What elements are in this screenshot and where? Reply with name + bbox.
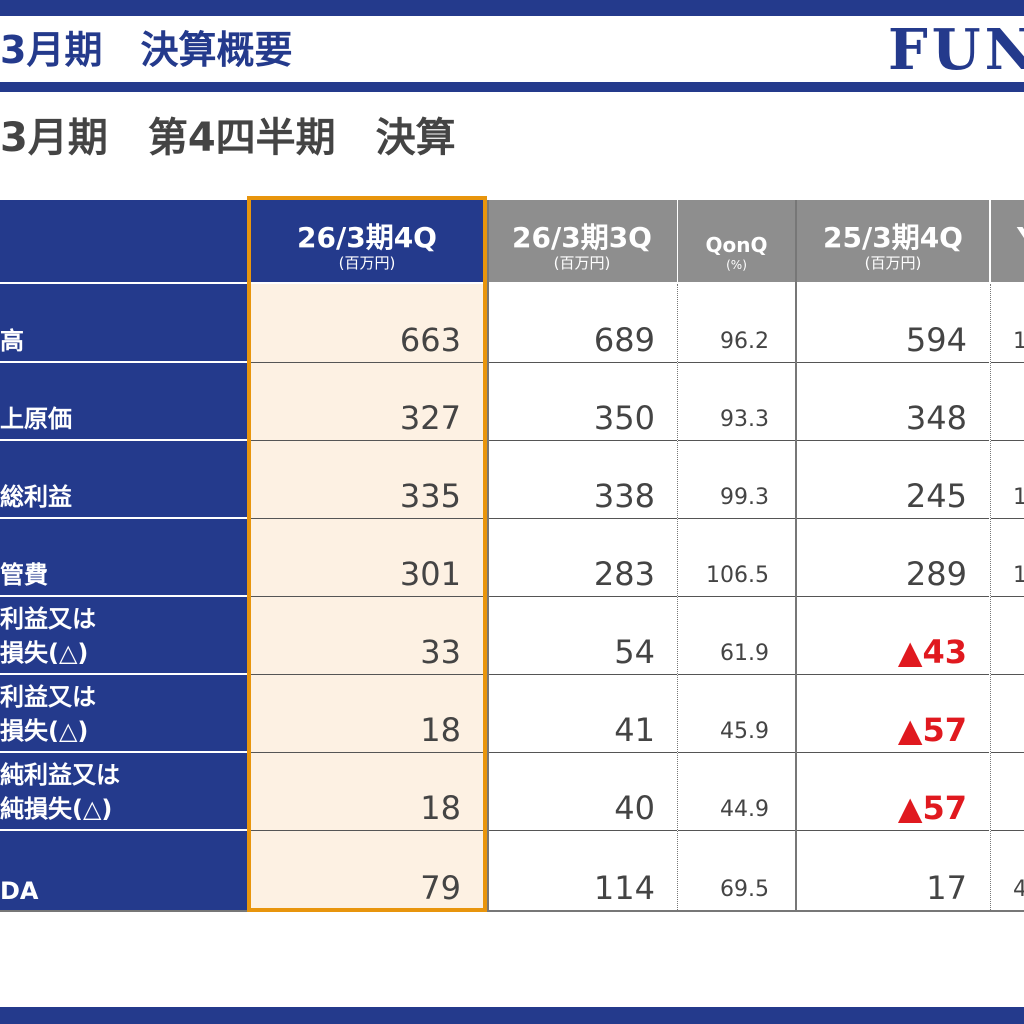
table-cell: 114 xyxy=(593,869,655,907)
column-divider xyxy=(487,200,489,912)
table-cell: 301 xyxy=(251,519,483,597)
table-cell: 350 xyxy=(487,363,677,441)
table-cell: 1 xyxy=(991,441,1024,519)
header-col-qonq: QonQ (%) xyxy=(678,200,795,282)
header-col-26-3-4q: 26/3期4Q (百万円) xyxy=(251,200,483,282)
table-cell: 45.9 xyxy=(678,675,795,753)
row-label: 利益又は 損失(△) xyxy=(0,675,247,753)
header-col-unit: (%) xyxy=(726,258,747,272)
table-cell: 327 xyxy=(251,363,483,441)
company-logo: FUN xyxy=(888,17,1024,83)
header-col-unit: (百万円) xyxy=(553,254,611,272)
table-cell: 69.5 xyxy=(720,877,769,902)
table-cell: 1 xyxy=(991,284,1024,363)
table-cell: 44.9 xyxy=(678,753,795,831)
title-underline-bar xyxy=(0,82,1024,92)
table-cell: 283 xyxy=(487,519,677,597)
table-cell: 338 xyxy=(487,441,677,519)
table-cell: 663 xyxy=(251,284,483,363)
row-label: 利益又は 損失(△) xyxy=(0,597,247,675)
row-label: 管費 xyxy=(0,519,247,597)
current-quarter-frame xyxy=(247,196,487,912)
current-quarter-highlight xyxy=(247,284,487,911)
header-col-label: Y xyxy=(991,222,1024,254)
table-cell: 289 xyxy=(797,519,989,597)
table-cell: 33 xyxy=(251,597,483,675)
column-divider xyxy=(677,284,678,912)
row-label: 総利益 xyxy=(0,441,247,519)
column-divider xyxy=(795,200,797,912)
table-bottom-border xyxy=(0,910,1024,912)
table-cell: ▲43 xyxy=(797,597,989,675)
table-cell: 4 xyxy=(1013,877,1024,902)
table-cell: ▲57 xyxy=(797,753,989,831)
header-col-label: 26/3期4Q xyxy=(297,221,437,254)
row-label-column xyxy=(0,284,247,911)
table-cell: 79 xyxy=(420,869,461,907)
row-label: 上原価 xyxy=(0,363,247,441)
top-brand-bar xyxy=(0,0,1024,16)
table-cell: 106.5 xyxy=(678,519,795,597)
row-label: 純利益又は 純損失(△) xyxy=(0,753,247,831)
table-cell: 1 xyxy=(991,519,1024,597)
bottom-brand-bar xyxy=(0,1007,1024,1024)
table-cell: 689 xyxy=(487,284,677,363)
header-blank-cell xyxy=(0,200,247,282)
table-cell: ▲57 xyxy=(797,675,989,753)
table-cell: 93.3 xyxy=(678,363,795,441)
table-cell: 41 xyxy=(487,675,677,753)
header-col-label: 26/3期3Q xyxy=(512,221,652,254)
table-cell xyxy=(991,675,1024,753)
header-col-yoy: Y xyxy=(991,200,1024,282)
header-col-label: QonQ xyxy=(705,233,768,257)
header-col-25-3-4q: 25/3期4Q (百万円) xyxy=(797,200,989,282)
header-col-26-3-3q: 26/3期3Q (百万円) xyxy=(487,200,677,282)
table-cell: 245 xyxy=(797,441,989,519)
table-cell xyxy=(991,753,1024,831)
section-subtitle: 3月期 第4四半期 決算 xyxy=(0,115,456,161)
row-label: DA xyxy=(0,877,39,905)
table-cell: 99.3 xyxy=(678,441,795,519)
table-cell: 18 xyxy=(251,753,483,831)
table-cell: 348 xyxy=(797,363,989,441)
table-cell xyxy=(991,363,1024,441)
table-cell: 18 xyxy=(251,675,483,753)
table-cell: 54 xyxy=(487,597,677,675)
table-cell: 335 xyxy=(251,441,483,519)
table-cell: 17 xyxy=(926,869,967,907)
table-cell: 61.9 xyxy=(678,597,795,675)
column-divider xyxy=(990,284,991,912)
table-cell: 594 xyxy=(797,284,989,363)
page-title: 3月期 決算概要 xyxy=(0,28,293,72)
header-col-unit: (百万円) xyxy=(338,254,396,272)
header-col-label: 25/3期4Q xyxy=(823,221,963,254)
table-cell: 40 xyxy=(487,753,677,831)
table-cell xyxy=(991,597,1024,675)
header-col-unit: (百万円) xyxy=(864,254,922,272)
row-label: 高 xyxy=(0,284,247,363)
table-cell: 96.2 xyxy=(678,284,795,363)
